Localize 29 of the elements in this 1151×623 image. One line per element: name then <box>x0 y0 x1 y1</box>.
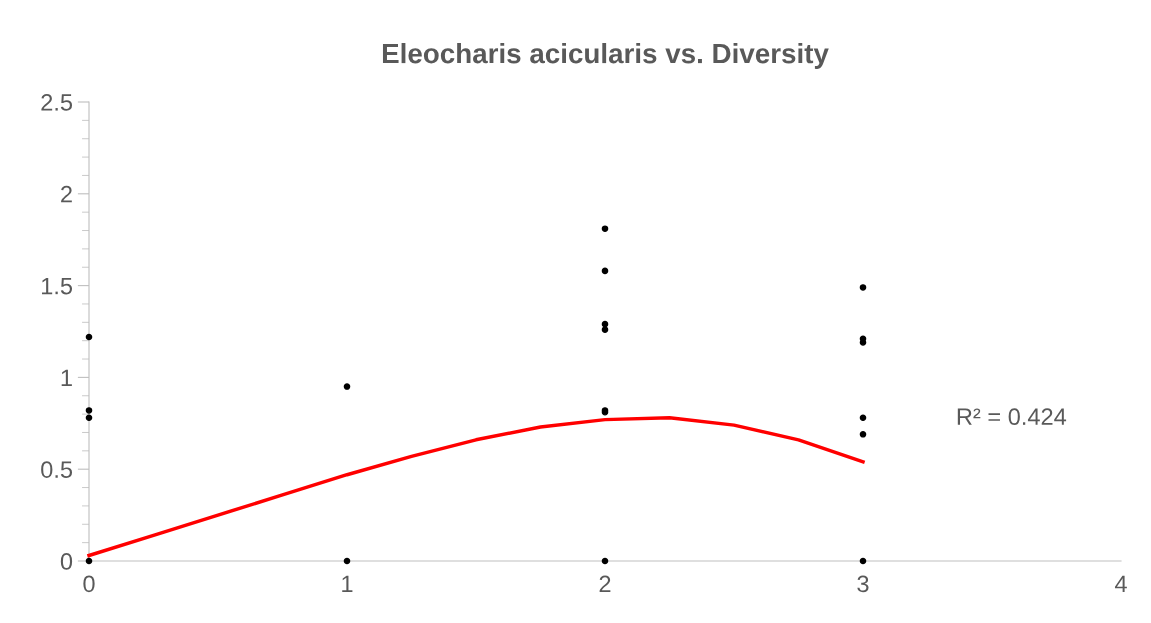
point <box>85 414 93 422</box>
y-tick-label: 2 <box>61 185 72 203</box>
point <box>343 383 351 390</box>
point <box>85 407 93 414</box>
y-tick-label: 1 <box>61 369 72 386</box>
point <box>601 320 609 328</box>
point <box>85 333 93 341</box>
point <box>601 225 609 232</box>
x-tick-label: 3 <box>857 575 869 593</box>
point <box>859 414 867 422</box>
x-tick-label: 0 <box>83 575 95 593</box>
annotation: R² = 0.424 <box>957 408 1067 426</box>
x-tick-label: 4 <box>1114 575 1127 592</box>
x-tick-label: 1 <box>342 575 353 592</box>
point <box>601 557 609 565</box>
chart-title: Eleocharis acicularis vs. Diversity <box>382 42 829 69</box>
point <box>343 557 351 565</box>
point <box>859 431 867 438</box>
y-tick-label: 1.5 <box>42 277 73 295</box>
y-tick-label: 0 <box>60 553 73 570</box>
y-tick-label: 2.5 <box>41 94 73 111</box>
x-tick-label: 2 <box>599 575 611 592</box>
point <box>859 284 867 291</box>
point <box>859 557 867 565</box>
point <box>601 267 609 275</box>
y-tick-label: 0.5 <box>41 461 73 478</box>
point <box>85 557 93 565</box>
point <box>859 339 867 346</box>
point <box>601 326 609 333</box>
